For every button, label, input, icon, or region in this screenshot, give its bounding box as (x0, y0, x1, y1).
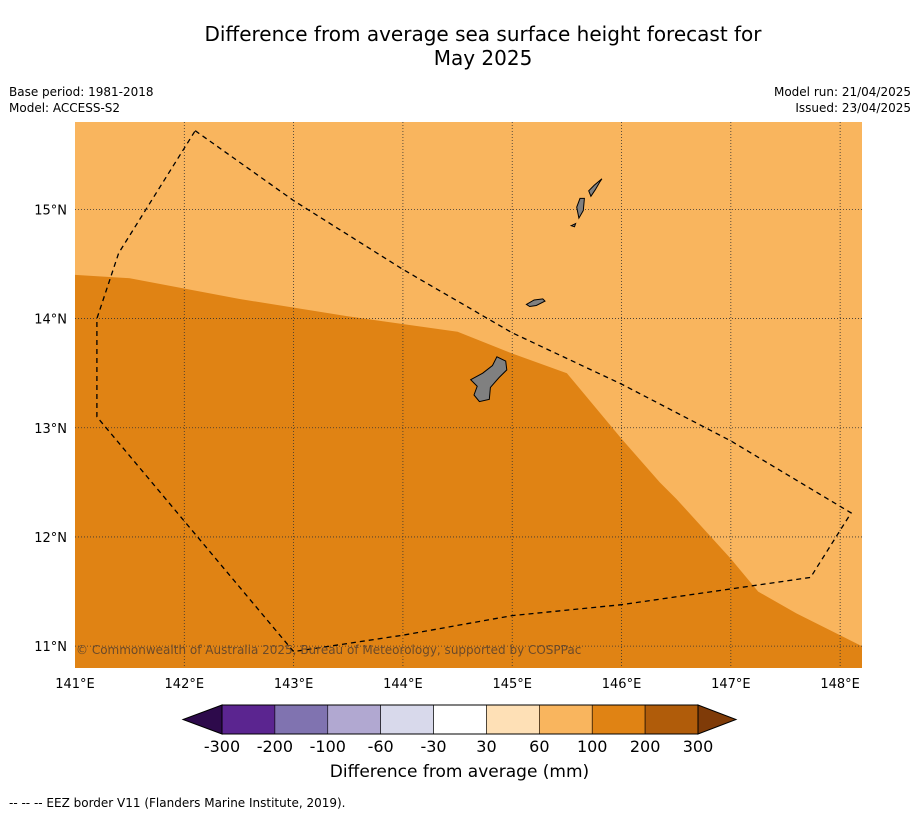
colorbar-tick-label: -200 (256, 737, 294, 756)
lat-tick-label: 15°N (34, 203, 67, 218)
island-tinian (576, 197, 585, 220)
eez-border (96, 130, 853, 653)
anomaly-100-200-region (75, 274, 862, 668)
colorbar-segment (221, 704, 276, 735)
meta-left: Base period: 1981-2018 Model: ACCESS-S2 (9, 84, 154, 116)
colorbar-tick-label: 300 (682, 737, 714, 756)
lon-tick-label: 142°E (165, 677, 205, 692)
lat-tick-label: 14°N (34, 313, 67, 328)
island-guam (469, 356, 508, 403)
island-rota (525, 298, 546, 308)
colorbar-segment (644, 704, 699, 735)
colorbar-frame (221, 704, 699, 735)
lon-tick-label: 144°E (383, 677, 423, 692)
colorbar (181, 704, 738, 735)
map-layer: © Commonwealth of Australia 2025, Bureau… (75, 122, 862, 668)
lat-tick-label: 13°N (34, 422, 67, 437)
chart-title-line2: May 2025 (433, 46, 533, 70)
lat-tick-label: 11°N (34, 640, 67, 655)
colorbar-segment (591, 704, 646, 735)
lon-tick-label: 147°E (711, 677, 751, 692)
issued-label: Issued: 23/04/2025 (795, 101, 911, 115)
colorbar-segment (327, 704, 381, 735)
colorbar-tick-label: 60 (529, 737, 550, 756)
colorbar-tick-label: -30 (420, 737, 447, 756)
colorbar-tick-label: 30 (476, 737, 497, 756)
colorbar-tick-label: 100 (576, 737, 608, 756)
model-run-label: Model run: 21/04/2025 (773, 85, 911, 99)
colorbar-tick-label: -100 (309, 737, 346, 756)
model-label: Model: ACCESS-S2 (9, 101, 121, 115)
colorbar-title: Difference from average (mm) (329, 762, 590, 782)
colorbar-segment (274, 704, 329, 735)
lon-tick-label: 141°E (55, 677, 95, 692)
colorbar-tick-label: -300 (203, 737, 241, 756)
base-period-label: Base period: 1981-2018 (9, 85, 154, 99)
lat-tick-label: 12°N (34, 531, 67, 546)
chart-title-line1: Difference from average sea surface heig… (204, 22, 762, 46)
colorbar-segment (539, 704, 593, 735)
lon-tick-label: 148°E (820, 677, 860, 692)
chart-title: Difference from average sea surface heig… (0, 22, 919, 70)
lon-tick-label: 143°E (274, 677, 314, 692)
colorbar-segment (380, 704, 434, 735)
colorbar-tick-label: -60 (367, 737, 394, 756)
axis-labels: 141°E 142°E 143°E 144°E 145°E 146°E 147°E 148°E… (34, 203, 860, 692)
colorbar-over-arrow (697, 704, 738, 735)
eez-legend-note: -- -- -- EEZ border V11 (Flanders Marine… (9, 796, 346, 810)
colorbar-tick-label: 200 (629, 737, 661, 756)
island-aguijan (569, 222, 577, 228)
colorbar-segment (486, 704, 540, 735)
copyright-text: © Commonwealth of Australia 2025, Bureau… (76, 643, 581, 657)
lon-tick-label: 146°E (602, 677, 642, 692)
colorbar-under-arrow (181, 704, 223, 735)
island-saipan (588, 178, 603, 198)
lon-tick-label: 145°E (492, 677, 532, 692)
meta-right: Model run: 21/04/2025 Issued: 23/04/2025 (774, 84, 911, 116)
colorbar-segment (433, 704, 487, 735)
